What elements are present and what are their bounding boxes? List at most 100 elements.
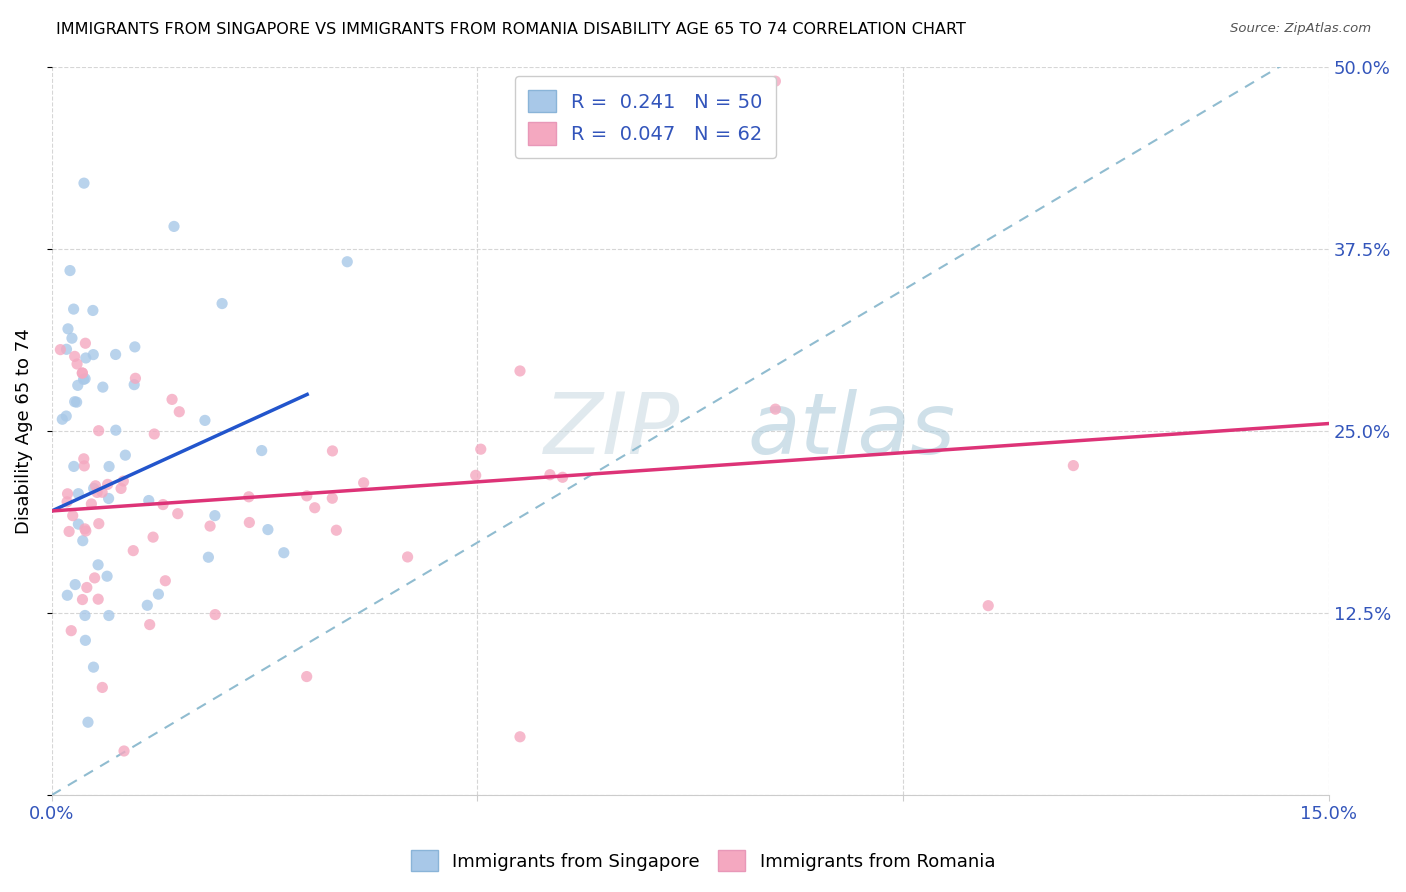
Point (63, 350, 86, 364)
Y-axis label: Disability Age 65 to 74: Disability Age 65 to 74 (15, 328, 32, 533)
Point (204, 508, 226, 523)
Point (49, 343, 72, 357)
Point (152, 498, 174, 512)
Point (197, 550, 219, 565)
Point (55, 343, 77, 357)
Text: IMMIGRANTS FROM SINGAPORE VS IMMIGRANTS FROM ROMANIA DISABILITY AGE 65 TO 74 COR: IMMIGRANTS FROM SINGAPORE VS IMMIGRANTS … (56, 22, 966, 37)
Point (87, 558, 110, 572)
Point (63, 577, 86, 591)
Point (238, 490, 260, 504)
Point (56, 588, 79, 602)
Point (91, 485, 114, 500)
Point (67, 517, 90, 532)
Point (295, 669, 318, 683)
Point (67, 486, 90, 500)
Point (87, 424, 110, 438)
Point (160, 392, 183, 407)
Point (295, 489, 318, 503)
Point (122, 377, 145, 392)
Point (51, 412, 73, 426)
Point (73, 451, 96, 466)
Point (97, 608, 120, 623)
Point (82, 348, 104, 362)
Point (82, 303, 104, 318)
Point (96, 569, 118, 583)
Point (169, 405, 191, 419)
Point (73, 176, 96, 190)
Text: atlas: atlas (748, 389, 956, 473)
Point (56, 495, 79, 509)
Text: ZIP: ZIP (543, 389, 679, 473)
Point (66, 378, 89, 392)
Point (72, 366, 94, 380)
Point (114, 448, 136, 462)
Text: Source: ZipAtlas.com: Source: ZipAtlas.com (1230, 22, 1371, 36)
Point (238, 516, 260, 530)
Point (204, 607, 226, 622)
Point (143, 427, 166, 442)
Point (273, 546, 295, 560)
Point (977, 599, 1000, 613)
Point (63, 394, 86, 409)
Point (321, 444, 343, 458)
Point (1062, 458, 1084, 473)
Point (56, 487, 79, 501)
Point (66, 357, 89, 371)
Point (66, 395, 89, 409)
Point (250, 443, 273, 458)
Point (55, 409, 77, 423)
Point (211, 296, 233, 310)
Point (763, 402, 786, 417)
Point (73, 608, 96, 623)
Point (87, 516, 110, 531)
Point (80, 497, 103, 511)
Point (124, 371, 146, 385)
Point (396, 549, 419, 564)
Point (72, 366, 94, 380)
Point (155, 574, 177, 588)
Point (138, 617, 160, 632)
Legend: Immigrants from Singapore, Immigrants from Romania: Immigrants from Singapore, Immigrants fr… (404, 843, 1002, 879)
Point (76, 581, 98, 595)
Point (73, 522, 96, 536)
Point (97, 477, 120, 491)
Point (112, 474, 135, 488)
Point (98, 459, 121, 474)
Point (304, 500, 326, 515)
Point (75, 372, 97, 386)
Point (509, 364, 531, 378)
Point (97, 491, 120, 506)
Point (84, 479, 107, 493)
Point (538, 467, 561, 482)
Point (353, 475, 375, 490)
Point (83, 481, 105, 495)
Point (194, 413, 217, 427)
Point (83, 571, 105, 585)
Point (136, 599, 159, 613)
Legend: R =  0.241   N = 50, R =  0.047   N = 62: R = 0.241 N = 50, R = 0.047 N = 62 (515, 77, 776, 158)
Point (551, 470, 574, 484)
Point (763, 74, 786, 88)
Point (82, 660, 104, 674)
Point (86, 485, 108, 500)
Point (59, 263, 82, 277)
Point (60, 624, 83, 638)
Point (91, 380, 114, 394)
Point (75, 351, 97, 365)
Point (138, 493, 160, 508)
Point (112, 744, 135, 758)
Point (509, 730, 531, 744)
Point (470, 442, 492, 457)
Point (72, 592, 94, 607)
Point (104, 423, 127, 437)
Point (58, 524, 80, 539)
Point (325, 523, 347, 537)
Point (464, 468, 486, 483)
Point (124, 340, 146, 354)
Point (73, 458, 96, 473)
Point (62, 302, 84, 317)
Point (110, 482, 132, 496)
Point (166, 507, 188, 521)
Point (163, 219, 186, 234)
Point (336, 254, 359, 268)
